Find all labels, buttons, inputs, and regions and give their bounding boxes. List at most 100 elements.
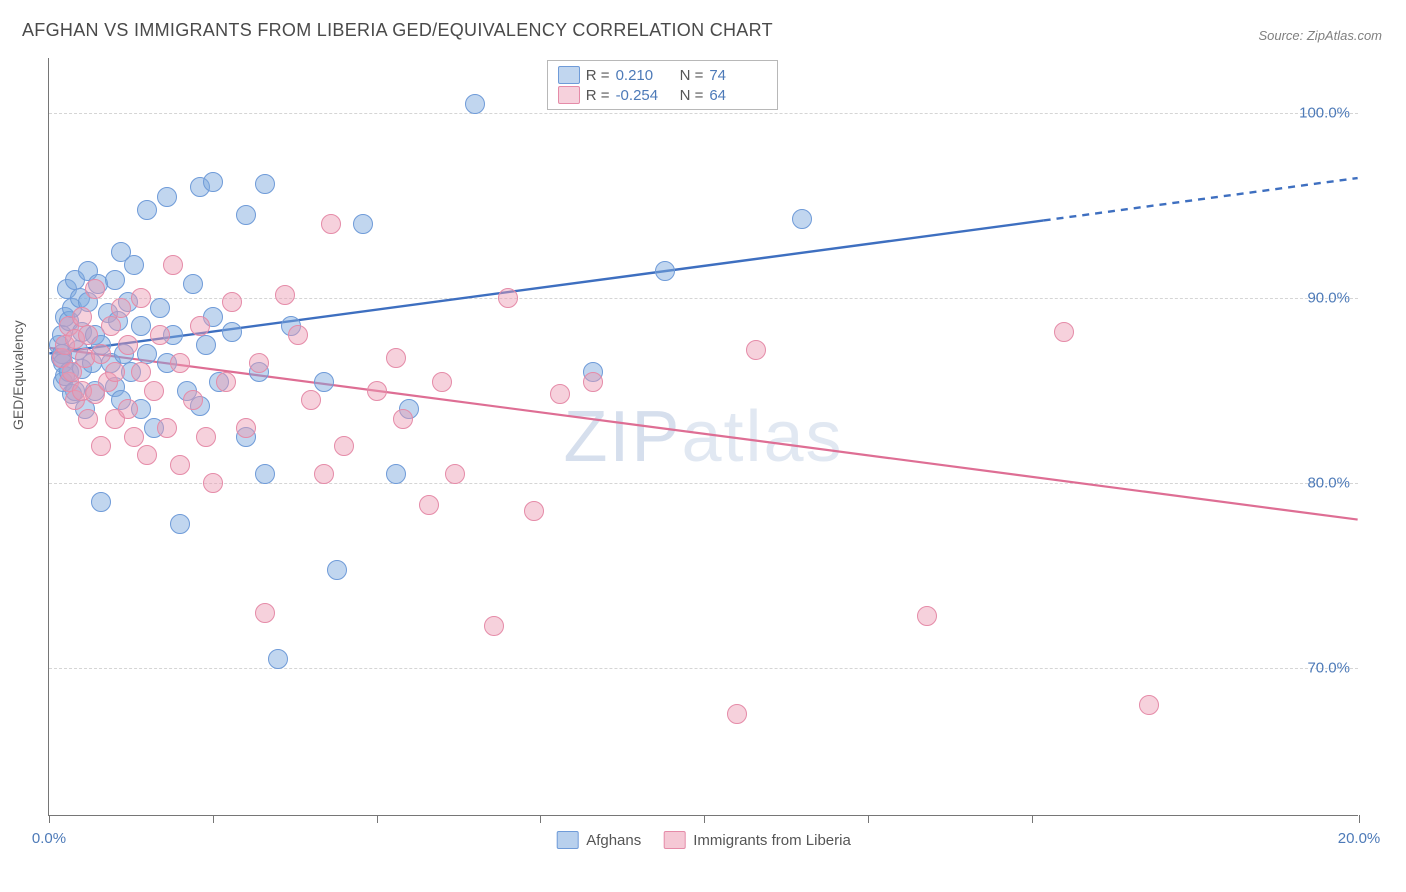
x-tick-label: 0.0% (32, 830, 66, 847)
data-point (334, 436, 354, 456)
plot-area: ZIPatlas 70.0%80.0%90.0%100.0%0.0%20.0%R… (48, 58, 1358, 816)
data-point (124, 255, 144, 275)
y-tick-label: 100.0% (1299, 105, 1350, 122)
data-point (137, 200, 157, 220)
data-point (268, 649, 288, 669)
data-point (255, 174, 275, 194)
data-point (386, 464, 406, 484)
data-point (236, 205, 256, 225)
data-point (727, 704, 747, 724)
data-point (163, 255, 183, 275)
data-point (386, 348, 406, 368)
data-point (170, 455, 190, 475)
data-point (1139, 695, 1159, 715)
data-point (91, 344, 111, 364)
data-point (124, 427, 144, 447)
data-point (314, 372, 334, 392)
chart-title: AFGHAN VS IMMIGRANTS FROM LIBERIA GED/EQ… (22, 20, 773, 41)
data-point (746, 340, 766, 360)
data-point (157, 187, 177, 207)
data-point (524, 501, 544, 521)
data-point (118, 335, 138, 355)
gridline (49, 483, 1358, 484)
x-tick (1032, 815, 1033, 823)
data-point (393, 409, 413, 429)
data-point (498, 288, 518, 308)
data-point (150, 298, 170, 318)
source-label: Source: ZipAtlas.com (1258, 28, 1382, 43)
data-point (144, 381, 164, 401)
data-point (255, 464, 275, 484)
data-point (137, 445, 157, 465)
data-point (170, 514, 190, 534)
watermark: ZIPatlas (563, 396, 843, 478)
y-tick-label: 90.0% (1307, 290, 1350, 307)
x-tick (704, 815, 705, 823)
data-point (222, 322, 242, 342)
data-point (216, 372, 236, 392)
data-point (118, 399, 138, 419)
data-point (301, 390, 321, 410)
data-point (203, 473, 223, 493)
data-point (288, 325, 308, 345)
legend-item: Afghans (556, 831, 641, 849)
data-point (327, 560, 347, 580)
gridline (49, 668, 1358, 669)
data-point (190, 316, 210, 336)
data-point (85, 279, 105, 299)
data-point (419, 495, 439, 515)
y-axis-label: GED/Equivalency (10, 320, 26, 430)
data-point (105, 270, 125, 290)
data-point (249, 353, 269, 373)
data-point (72, 307, 92, 327)
x-tick (540, 815, 541, 823)
legend-swatch (663, 831, 685, 849)
series-legend: Afghans Immigrants from Liberia (556, 831, 851, 849)
data-point (78, 325, 98, 345)
data-point (91, 492, 111, 512)
data-point (131, 316, 151, 336)
data-point (196, 335, 216, 355)
data-point (255, 603, 275, 623)
legend-item: Immigrants from Liberia (663, 831, 851, 849)
data-point (917, 606, 937, 626)
data-point (170, 353, 190, 373)
data-point (203, 172, 223, 192)
data-point (583, 372, 603, 392)
data-point (275, 285, 295, 305)
y-tick-label: 70.0% (1307, 660, 1350, 677)
x-tick (213, 815, 214, 823)
data-point (236, 418, 256, 438)
data-point (321, 214, 341, 234)
data-point (131, 362, 151, 382)
data-point (367, 381, 387, 401)
data-point (484, 616, 504, 636)
data-point (1054, 322, 1074, 342)
data-point (550, 384, 570, 404)
x-tick-label: 20.0% (1338, 830, 1381, 847)
x-tick (49, 815, 50, 823)
data-point (432, 372, 452, 392)
x-tick (377, 815, 378, 823)
data-point (91, 436, 111, 456)
data-point (183, 274, 203, 294)
data-point (655, 261, 675, 281)
data-point (314, 464, 334, 484)
data-point (131, 288, 151, 308)
x-tick (1359, 815, 1360, 823)
data-point (222, 292, 242, 312)
correlation-legend: R =0.210N =74R =-0.254N =64 (547, 60, 779, 110)
legend-label: Afghans (586, 832, 641, 849)
data-point (105, 362, 125, 382)
legend-swatch (558, 86, 580, 104)
legend-swatch (556, 831, 578, 849)
data-point (150, 325, 170, 345)
gridline (49, 113, 1358, 114)
legend-label: Immigrants from Liberia (693, 832, 851, 849)
data-point (445, 464, 465, 484)
data-point (792, 209, 812, 229)
data-point (183, 390, 203, 410)
y-tick-label: 80.0% (1307, 475, 1350, 492)
data-point (137, 344, 157, 364)
x-tick (868, 815, 869, 823)
